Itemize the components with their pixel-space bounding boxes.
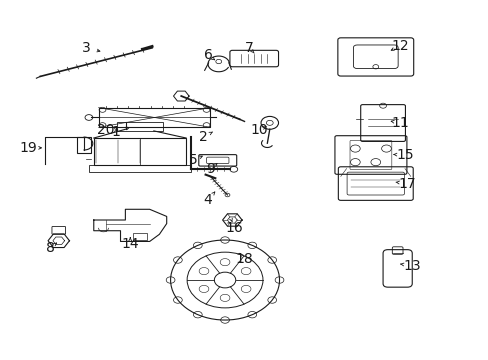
Text: 16: 16 (225, 221, 243, 235)
Bar (89, 165, 191, 172)
Text: 10: 10 (250, 123, 267, 137)
Bar (132, 233, 147, 240)
Text: 5: 5 (189, 153, 198, 167)
Text: 19: 19 (19, 141, 37, 155)
Text: 8: 8 (45, 241, 54, 255)
Bar (77, 137, 91, 153)
Text: 14: 14 (121, 237, 139, 251)
Text: 18: 18 (235, 252, 253, 266)
Bar (117, 122, 163, 131)
Bar (99, 108, 210, 127)
Text: 13: 13 (403, 259, 420, 273)
Text: 17: 17 (398, 176, 415, 190)
Text: 4: 4 (203, 193, 212, 207)
Text: 15: 15 (395, 148, 413, 162)
Text: 20: 20 (97, 123, 115, 137)
Text: 3: 3 (82, 41, 91, 55)
Text: 7: 7 (244, 41, 253, 55)
Text: 12: 12 (390, 39, 408, 53)
Text: 6: 6 (203, 48, 212, 62)
Text: 11: 11 (390, 116, 408, 130)
Text: 2: 2 (199, 130, 207, 144)
Bar (94, 138, 186, 165)
Text: 9: 9 (205, 162, 214, 176)
Text: 1: 1 (111, 125, 120, 139)
